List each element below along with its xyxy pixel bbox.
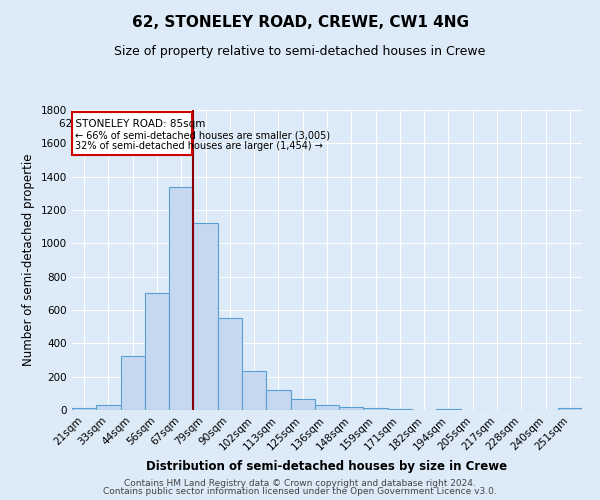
Bar	[290, 399, 315, 410]
Bar	[339, 406, 364, 410]
Bar	[193, 224, 218, 410]
Text: 62 STONELEY ROAD: 85sqm: 62 STONELEY ROAD: 85sqm	[59, 119, 206, 129]
Bar	[388, 408, 412, 410]
Y-axis label: Number of semi-detached propertie: Number of semi-detached propertie	[22, 154, 35, 366]
X-axis label: Distribution of semi-detached houses by size in Crewe: Distribution of semi-detached houses by …	[146, 460, 508, 473]
Text: Size of property relative to semi-detached houses in Crewe: Size of property relative to semi-detach…	[115, 45, 485, 58]
Bar	[558, 408, 582, 410]
Text: ← 66% of semi-detached houses are smaller (3,005): ← 66% of semi-detached houses are smalle…	[75, 130, 330, 140]
FancyBboxPatch shape	[73, 112, 192, 155]
Bar	[121, 356, 145, 410]
Text: Contains public sector information licensed under the Open Government Licence v3: Contains public sector information licen…	[103, 487, 497, 496]
Bar	[169, 186, 193, 410]
Bar	[266, 390, 290, 410]
Bar	[218, 318, 242, 410]
Bar	[72, 408, 96, 410]
Text: Contains HM Land Registry data © Crown copyright and database right 2024.: Contains HM Land Registry data © Crown c…	[124, 478, 476, 488]
Bar	[96, 405, 121, 410]
Bar	[364, 408, 388, 410]
Bar	[315, 405, 339, 410]
Bar	[242, 371, 266, 410]
Bar	[145, 294, 169, 410]
Text: 62, STONELEY ROAD, CREWE, CW1 4NG: 62, STONELEY ROAD, CREWE, CW1 4NG	[131, 15, 469, 30]
Text: 32% of semi-detached houses are larger (1,454) →: 32% of semi-detached houses are larger (…	[75, 141, 323, 151]
Bar	[436, 409, 461, 410]
